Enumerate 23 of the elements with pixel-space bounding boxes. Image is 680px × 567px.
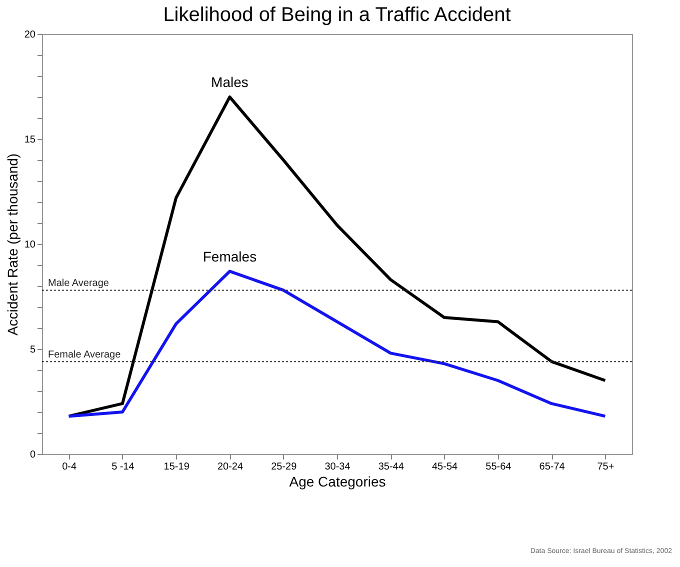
- x-tick-label: 30-34: [324, 462, 351, 472]
- ref-line-label: Female Average: [48, 350, 122, 361]
- y-axis-title: Accident Rate (per thousand): [4, 153, 20, 336]
- y-tick-label: 0: [30, 450, 36, 460]
- x-tick-label: 15-19: [164, 462, 190, 472]
- series-label: Females: [202, 248, 257, 264]
- y-tick-label: 15: [24, 134, 36, 146]
- x-tick-label: 25-29: [271, 462, 298, 472]
- x-tick-label: 65-74: [539, 462, 566, 472]
- x-tick-label: 45-54: [432, 462, 458, 472]
- chart-title: Likelihood of Being in a Traffic Accident: [163, 4, 512, 26]
- y-tick-label: 20: [24, 30, 36, 40]
- series-label: Males: [211, 74, 248, 90]
- x-tick-label: 5 -14: [112, 462, 135, 472]
- x-axis-title: Age Categories: [289, 474, 386, 490]
- ref-line-label: Male Average: [48, 278, 110, 290]
- x-tick-label: 0-4: [62, 462, 77, 472]
- y-tick-label: 5: [30, 344, 36, 356]
- x-tick-label: 20-24: [217, 462, 244, 472]
- x-tick-label: 75+: [597, 462, 614, 472]
- y-tick-label: 10: [24, 240, 36, 250]
- x-tick-label: 35-44: [378, 462, 404, 472]
- x-tick-label: 55-64: [486, 462, 512, 472]
